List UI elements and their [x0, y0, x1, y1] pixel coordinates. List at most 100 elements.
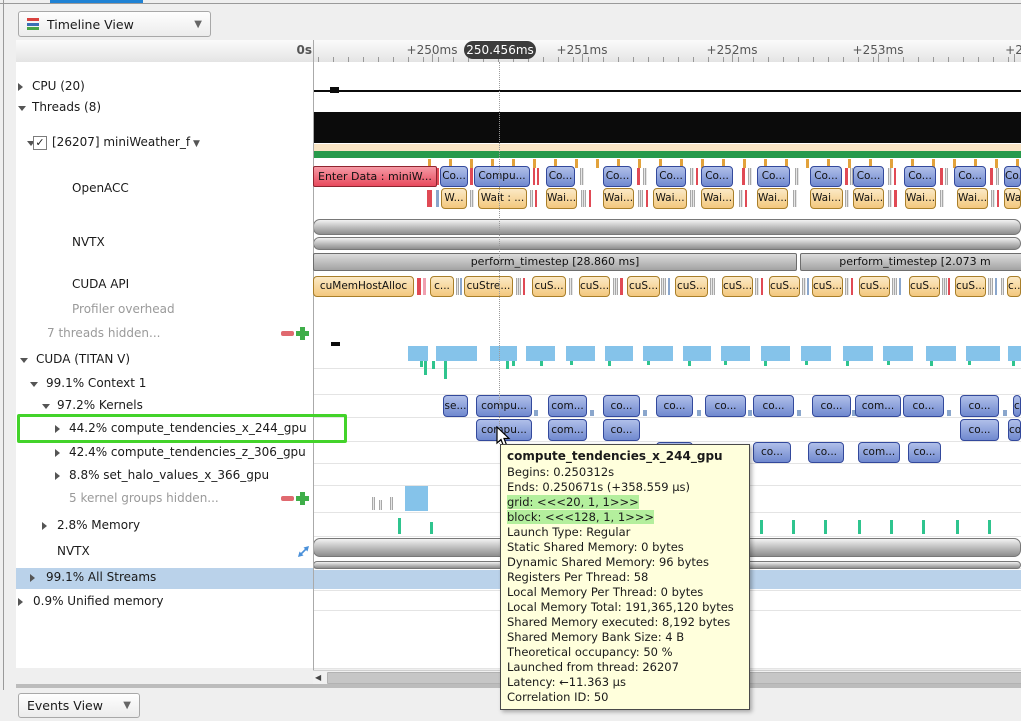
kernel-z306-event[interactable]: co...	[808, 442, 844, 463]
tree-collapsed-arrow-icon[interactable]	[55, 449, 60, 457]
sidebar-item-kernel-z306[interactable]: 42.4% compute_tendencies_z_306_gpu	[16, 445, 313, 462]
openacc-wait-event[interactable]: Wai...	[653, 188, 687, 209]
events-view-dropdown[interactable]: Events View ▼	[18, 693, 140, 718]
tree-expanded-arrow-icon[interactable]	[27, 141, 35, 146]
kernels-summary-event[interactable]: com...	[548, 395, 587, 417]
openacc-wait-event[interactable]: Wai...	[546, 188, 577, 209]
kernel-z306-event[interactable]: co...	[753, 442, 791, 463]
sidebar-item-threads-hidden[interactable]: 7 threads hidden...	[16, 326, 313, 343]
tree-collapsed-arrow-icon[interactable]	[18, 83, 23, 91]
process-checkbox[interactable]: ✓	[33, 136, 47, 150]
kernels-summary-event[interactable]: co...	[656, 395, 693, 417]
kernels-summary-event[interactable]: co...	[603, 395, 640, 417]
openacc-event[interactable]: Co...	[954, 166, 986, 187]
expand-row-icon[interactable]	[297, 545, 310, 561]
cuda-api-event[interactable]: cuS...	[955, 276, 986, 297]
openacc-event[interactable]: Co...	[701, 166, 733, 187]
kernel-z306-event[interactable]: com...	[858, 442, 900, 463]
kernels-summary-event[interactable]: se...	[443, 395, 468, 417]
expand-plus-icon[interactable]	[296, 492, 309, 505]
kernels-summary-event[interactable]: com...	[855, 395, 901, 417]
sidebar-item-context-1[interactable]: 99.1% Context 1	[16, 376, 313, 393]
sidebar-item-process-miniweather[interactable]: ✓ [26207] miniWeather_f ▼	[16, 135, 313, 152]
kernels-summary-event[interactable]: co...	[812, 395, 851, 417]
tree-collapsed-arrow-icon[interactable]	[55, 472, 60, 480]
tree-collapsed-arrow-icon[interactable]	[42, 522, 47, 530]
chevron-down-icon[interactable]: ▼	[190, 139, 200, 149]
tree-collapsed-arrow-icon[interactable]	[55, 425, 60, 433]
openacc-wait-event[interactable]: Wai...	[905, 188, 936, 209]
scroll-left-arrow-icon[interactable]: ◀	[315, 673, 322, 682]
openacc-event[interactable]: Co...	[546, 166, 575, 187]
kernel-x244-event[interactable]: com...	[548, 419, 587, 441]
openacc-wait-event[interactable]: Wai...	[701, 188, 734, 209]
openacc-event[interactable]: Co...	[904, 166, 936, 187]
tree-expanded-arrow-icon[interactable]	[18, 106, 26, 111]
sidebar-item-cuda-titan-v[interactable]: CUDA (TITAN V)	[16, 352, 313, 369]
openacc-event[interactable]: Co...	[1004, 166, 1021, 187]
nvtx-range-bar[interactable]	[313, 237, 1021, 250]
cuda-api-event[interactable]: c...	[1007, 276, 1021, 297]
sidebar-item-kernel-groups-hidden[interactable]: 5 kernel groups hidden...	[16, 491, 313, 508]
nvtx-perform-timestep-bar[interactable]: perform_timestep [28.860 ms]	[313, 253, 797, 271]
openacc-wait-event[interactable]: Wai...	[853, 188, 884, 209]
nvtx-perform-timestep-bar[interactable]: perform_timestep [2.073 m	[800, 253, 1021, 271]
openacc-wait-event[interactable]: Wa...	[1004, 188, 1021, 209]
sidebar-item-all-streams[interactable]: 99.1% All Streams	[16, 570, 313, 587]
openacc-wait-event[interactable]: Wai...	[957, 188, 988, 209]
sidebar-item-kernels[interactable]: 97.2% Kernels	[16, 398, 313, 415]
cuda-api-event[interactable]: cuS...	[812, 276, 843, 297]
cuda-api-event[interactable]: cuS...	[532, 276, 566, 297]
cuda-api-event[interactable]: cuS...	[909, 276, 940, 297]
kernels-summary-event[interactable]: co...	[705, 395, 746, 417]
memory-transfer-block[interactable]	[405, 486, 428, 511]
cuda-api-event[interactable]: cuS...	[769, 276, 800, 297]
kernel-x244-event[interactable]: co...	[960, 419, 999, 441]
kernels-summary-event[interactable]: co...	[1013, 395, 1021, 417]
openacc-wait-event[interactable]: Wai...	[810, 188, 843, 209]
cuda-api-event[interactable]: cuStre...	[464, 276, 513, 297]
cuda-api-event[interactable]: c...	[430, 276, 454, 297]
openacc-wait-event[interactable]: Wait : ...	[478, 188, 527, 209]
openacc-event[interactable]: Co...	[656, 166, 686, 187]
sidebar-item-nvtx-thread[interactable]: NVTX	[16, 235, 313, 252]
kernel-x244-event[interactable]: co...	[1008, 419, 1021, 441]
tree-collapsed-arrow-icon[interactable]	[30, 574, 35, 582]
kernel-x244-event[interactable]: co...	[603, 419, 640, 441]
kernel-z306-event[interactable]: co...	[908, 442, 941, 463]
sidebar-item-openacc[interactable]: OpenACC	[16, 181, 313, 198]
collapse-minus-icon[interactable]	[281, 496, 294, 501]
sidebar-item-profiler-overhead[interactable]: Profiler overhead	[16, 302, 313, 319]
openacc-event[interactable]: Co...	[603, 166, 632, 187]
tree-expanded-arrow-icon[interactable]	[42, 404, 50, 409]
sidebar-item-kernel-halo[interactable]: 8.8% set_halo_values_x_366_gpu	[16, 468, 313, 485]
nvtx-range-bar[interactable]	[313, 219, 1021, 235]
kernels-summary-event[interactable]: co...	[903, 395, 944, 417]
kernels-summary-event[interactable]: co...	[960, 395, 999, 417]
sidebar-item-nvtx-gpu[interactable]: NVTX	[16, 544, 313, 561]
tree-expanded-arrow-icon[interactable]	[20, 358, 28, 363]
cuda-api-event[interactable]: cuS...	[675, 276, 708, 297]
cuda-api-event[interactable]: cuS...	[859, 276, 890, 297]
cuda-api-event[interactable]: cuS...	[627, 276, 660, 297]
openacc-event[interactable]: Enter Data : miniW...	[313, 166, 437, 187]
openacc-wait-event[interactable]: Wai...	[757, 188, 788, 209]
sidebar-item-unified-memory[interactable]: 0.9% Unified memory	[16, 594, 313, 611]
sidebar-item-kernel-x244[interactable]: 44.2% compute_tendencies_x_244_gpu	[16, 421, 313, 438]
expand-plus-icon[interactable]	[296, 327, 309, 340]
sidebar-item-cuda-api[interactable]: CUDA API	[16, 277, 313, 294]
openacc-event[interactable]: Co...	[757, 166, 790, 187]
kernels-summary-event[interactable]: compu...	[476, 395, 532, 417]
kernels-summary-event[interactable]: co...	[753, 395, 794, 417]
openacc-event[interactable]: Co...	[853, 166, 884, 187]
cuda-api-event[interactable]: cuMemHostAlloc	[313, 276, 414, 297]
openacc-event[interactable]: Co...	[810, 166, 842, 187]
sidebar-item-cpu[interactable]: CPU (20)	[16, 79, 313, 96]
cuda-api-event[interactable]: cuS...	[579, 276, 610, 297]
timeline-view-dropdown[interactable]: Timeline View ▼	[18, 11, 211, 37]
openacc-event[interactable]: Compu...	[474, 166, 530, 187]
tree-expanded-arrow-icon[interactable]	[30, 382, 38, 387]
sidebar-item-threads[interactable]: Threads (8)	[16, 100, 313, 117]
cuda-api-event[interactable]: cuS...	[722, 276, 753, 297]
openacc-wait-event[interactable]: Wai...	[603, 188, 634, 209]
